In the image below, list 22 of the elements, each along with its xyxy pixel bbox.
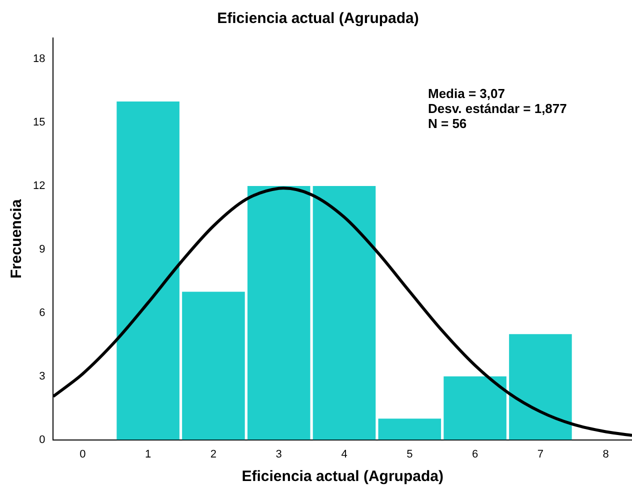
x-tick-label: 7 bbox=[537, 448, 544, 460]
annotation: Desv. estándar = 1,877 bbox=[428, 101, 567, 116]
annotation: Media = 3,07 bbox=[428, 86, 505, 102]
y-tick-label: 9 bbox=[39, 244, 46, 256]
x-tick-label: 5 bbox=[406, 448, 413, 460]
x-tick-label: 2 bbox=[210, 448, 217, 460]
annotation: N = 56 bbox=[428, 116, 467, 132]
y-tick-label: 15 bbox=[32, 116, 46, 129]
y-tick-label: 12 bbox=[32, 180, 46, 192]
x-tick-label: 3 bbox=[276, 448, 282, 460]
y-tick-label: 6 bbox=[39, 306, 46, 319]
x-tick-label: 6 bbox=[472, 448, 478, 460]
y-tick-label: 0 bbox=[39, 434, 46, 446]
chart-title: Eficiencia actual (Agrupada) bbox=[217, 10, 419, 28]
y-axis-title: Frecuencia bbox=[8, 198, 26, 279]
x-axis-title: Eficiencia actual (Agrupada) bbox=[242, 468, 444, 486]
y-tick-label: 3 bbox=[39, 370, 46, 382]
y-tick-label: 18 bbox=[32, 53, 46, 66]
x-tick-label: 8 bbox=[602, 448, 609, 460]
x-tick-label: 4 bbox=[341, 448, 348, 460]
x-tick-label: 1 bbox=[145, 448, 152, 460]
x-tick-label: 0 bbox=[80, 448, 86, 460]
